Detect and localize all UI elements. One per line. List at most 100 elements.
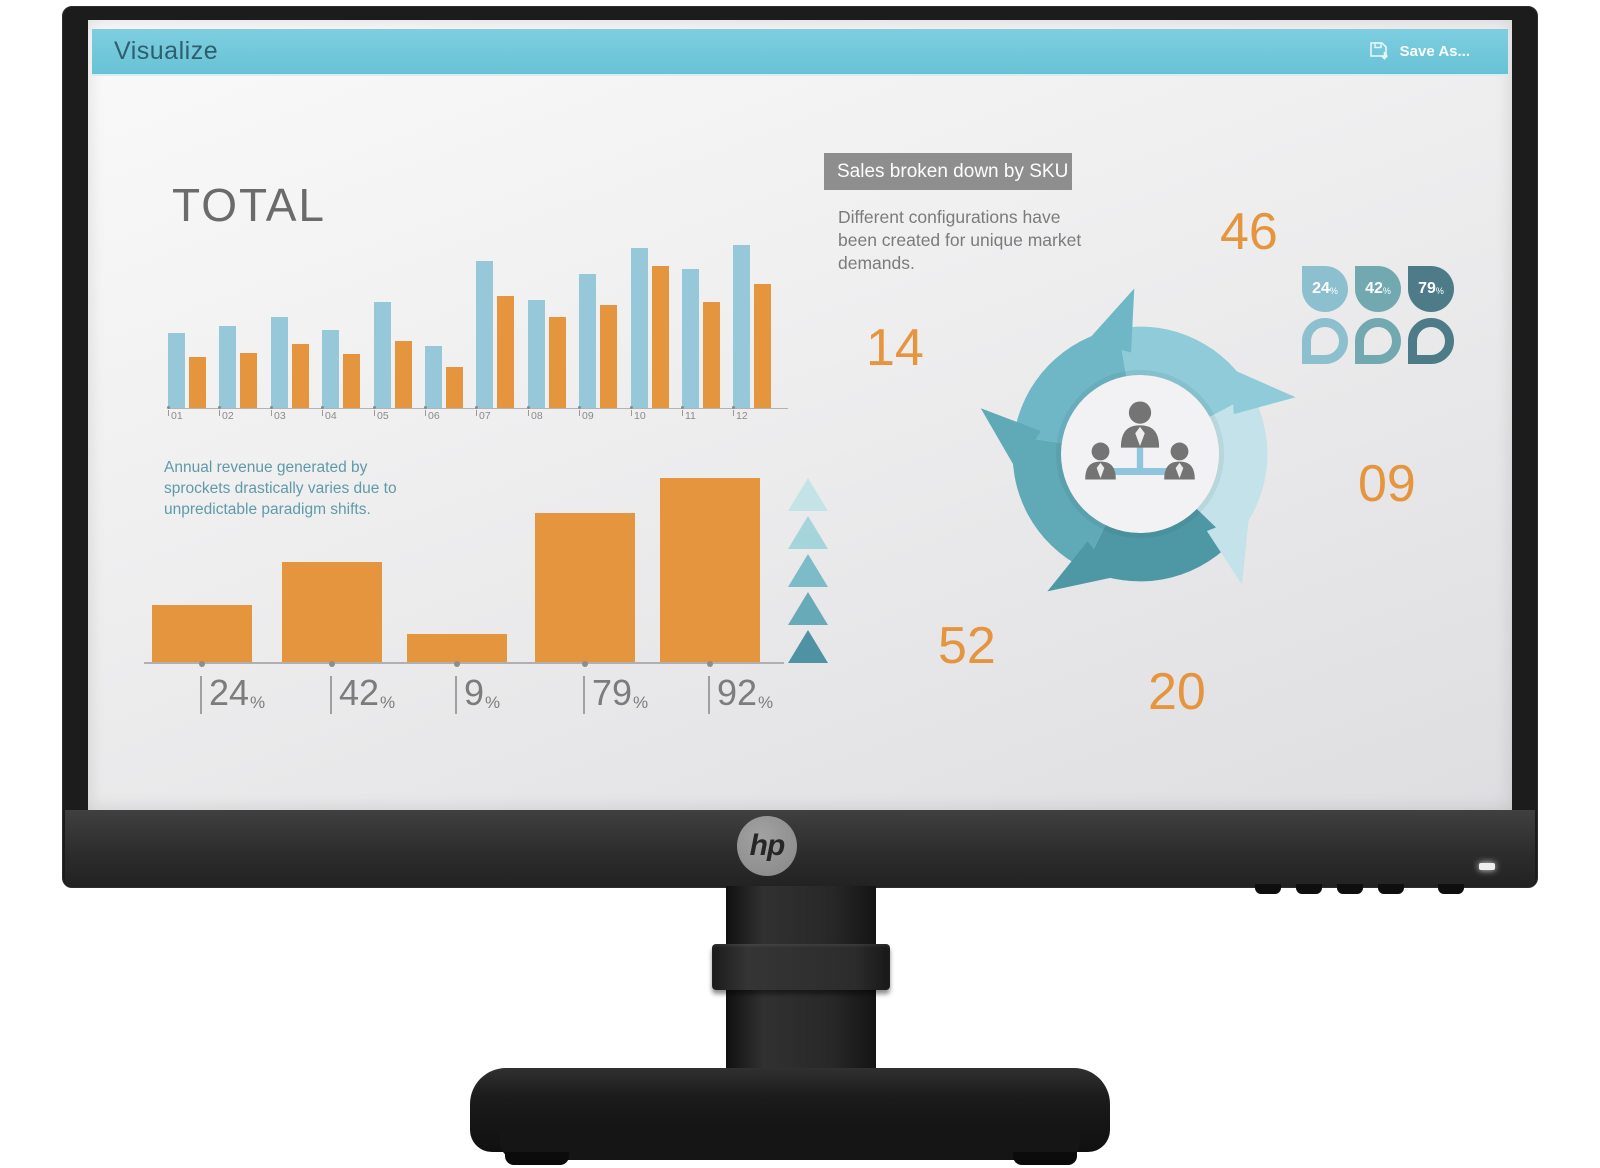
drop-badge: 24% bbox=[1302, 266, 1348, 312]
cycle-segment bbox=[1117, 326, 1253, 420]
axis-tick-dot bbox=[681, 406, 684, 409]
cycle-stat-number: 14 bbox=[866, 319, 924, 377]
cycle-stat-number: 46 bbox=[1220, 203, 1278, 261]
axis-tick-dot bbox=[630, 406, 633, 409]
revenue-note-text: Annual revenue generated by sprockets dr… bbox=[164, 459, 397, 518]
month-label: 09 bbox=[579, 410, 594, 422]
osd-button[interactable] bbox=[1337, 884, 1363, 894]
cycle-segment bbox=[1084, 505, 1232, 582]
bar-secondary bbox=[446, 367, 463, 408]
cycle-segment bbox=[1012, 436, 1108, 569]
percent-bar bbox=[660, 478, 760, 662]
bar-primary bbox=[682, 269, 699, 408]
cycle-stat-number: 20 bbox=[1148, 663, 1206, 721]
monitor-chin: hp bbox=[65, 810, 1535, 887]
cycle-arrow bbox=[980, 408, 1041, 470]
monitor-frame: Visualize Save As... TOTAL 01 02 03 04 05 06 0… bbox=[62, 6, 1538, 888]
ring-badge bbox=[1302, 318, 1348, 364]
percent-label: 79% bbox=[583, 672, 648, 714]
bar-primary bbox=[271, 317, 288, 408]
percent-label: 24% bbox=[200, 672, 265, 714]
bar-secondary bbox=[343, 354, 360, 408]
axis-tick-dot bbox=[321, 406, 324, 409]
drop-badge: 42% bbox=[1355, 266, 1401, 312]
cycle-stat-number: 09 bbox=[1358, 455, 1416, 513]
axis-tick-dot bbox=[454, 661, 460, 667]
org-chart-icon bbox=[1085, 401, 1195, 480]
month-label: 05 bbox=[374, 410, 389, 422]
power-led-light bbox=[1479, 863, 1495, 870]
month-label: 08 bbox=[528, 410, 543, 422]
brand-text: hp bbox=[749, 829, 786, 862]
hp-logo: hp bbox=[737, 816, 797, 876]
stand-foot bbox=[505, 1152, 569, 1165]
save-as-label: Save As... bbox=[1399, 43, 1470, 60]
app-title: Visualize bbox=[114, 37, 219, 65]
percent-label: 42% bbox=[330, 672, 395, 714]
month-label: 03 bbox=[271, 410, 286, 422]
sku-description: Different configurations have been creat… bbox=[838, 207, 1082, 273]
cycle-segment bbox=[1013, 328, 1128, 444]
triangle-indicator bbox=[788, 478, 828, 511]
bar-primary bbox=[322, 330, 339, 408]
axis-tick-dot bbox=[424, 406, 427, 409]
stand-base-skirt bbox=[500, 1130, 1080, 1160]
bar-secondary bbox=[240, 353, 257, 408]
month-label: 11 bbox=[682, 410, 696, 422]
bar-secondary bbox=[292, 344, 309, 408]
cycle-arrow bbox=[1087, 288, 1135, 353]
axis-tick-dot bbox=[373, 406, 376, 409]
cycle-stat-number: 52 bbox=[938, 617, 996, 675]
bar-secondary bbox=[395, 341, 412, 408]
month-label: 01 bbox=[168, 410, 183, 422]
bar-secondary bbox=[189, 357, 206, 408]
axis-tick-dot bbox=[475, 406, 478, 409]
triangle-indicator bbox=[788, 630, 828, 663]
bar-secondary bbox=[600, 305, 617, 408]
screen: Visualize Save As... TOTAL 01 02 03 04 05 06 0… bbox=[88, 20, 1512, 810]
axis-tick-dot bbox=[329, 661, 335, 667]
triangle-indicator-column bbox=[788, 478, 828, 663]
axis-tick-dot bbox=[527, 406, 530, 409]
percent-bar bbox=[282, 562, 382, 662]
bar-primary bbox=[528, 300, 545, 408]
osd-button[interactable] bbox=[1255, 884, 1281, 894]
bar-primary bbox=[631, 248, 648, 408]
sku-header-badge: Sales broken down by SKU bbox=[824, 153, 1072, 190]
triangle-indicator bbox=[788, 516, 828, 549]
month-label: 07 bbox=[476, 410, 491, 422]
percent-bar bbox=[535, 513, 635, 662]
monthly-bar-chart bbox=[168, 236, 788, 409]
bar-secondary bbox=[549, 317, 566, 408]
person-icon bbox=[1164, 442, 1195, 480]
percent-label: 92% bbox=[708, 672, 773, 714]
osd-button[interactable] bbox=[1378, 884, 1404, 894]
bar-secondary bbox=[652, 266, 669, 408]
triangle-indicator bbox=[788, 592, 828, 625]
stand-foot bbox=[1013, 1152, 1077, 1165]
bar-primary bbox=[219, 326, 236, 408]
bar-primary bbox=[374, 302, 391, 408]
ring-badge bbox=[1355, 318, 1401, 364]
sku-share-rings bbox=[1302, 318, 1454, 364]
triangle-indicator bbox=[788, 554, 828, 587]
osd-button[interactable] bbox=[1296, 884, 1322, 894]
axis-tick-dot bbox=[707, 661, 713, 667]
percent-bar bbox=[407, 634, 507, 662]
month-label: 12 bbox=[733, 410, 748, 422]
drop-badge: 79% bbox=[1408, 266, 1454, 312]
axis-tick-dot bbox=[732, 406, 735, 409]
month-label: 06 bbox=[425, 410, 440, 422]
axis-tick-dot bbox=[167, 406, 170, 409]
month-label: 04 bbox=[322, 410, 337, 422]
axis-tick-dot bbox=[578, 406, 581, 409]
bar-primary bbox=[476, 261, 493, 408]
person-icon bbox=[1120, 401, 1160, 448]
cycle-arrow bbox=[1206, 514, 1250, 585]
dashboard-content: TOTAL 01 02 03 04 05 06 07 08 09 10 11 12 Annual re… bbox=[88, 20, 1512, 810]
save-as-button[interactable]: Save As... bbox=[1368, 29, 1470, 74]
visualize-titlebar: Visualize Save As... bbox=[92, 29, 1508, 76]
power-button[interactable] bbox=[1438, 884, 1464, 894]
percent-bar-chart bbox=[144, 472, 784, 664]
total-heading: TOTAL bbox=[172, 179, 326, 231]
